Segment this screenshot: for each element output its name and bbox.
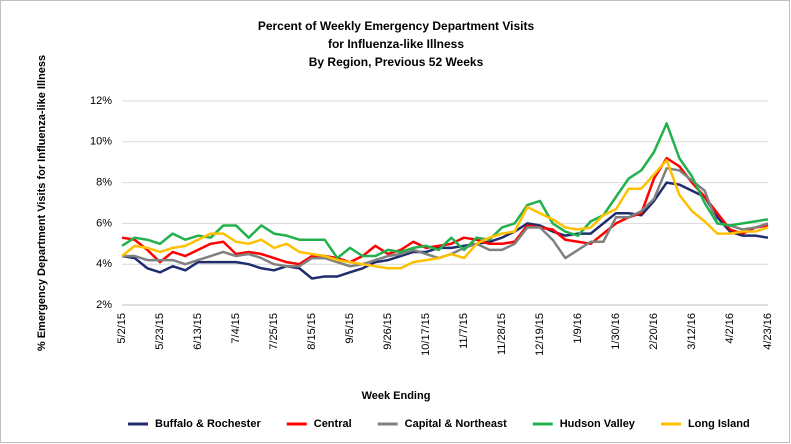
series-line [121, 181, 769, 280]
x-tick-label: 5/2/15 [116, 313, 128, 344]
chart-title: By Region, Previous 52 Weeks [309, 55, 484, 69]
legend-label: Central [314, 418, 352, 430]
series-line [121, 158, 769, 270]
x-tick-label: 7/4/15 [230, 313, 242, 344]
x-tick-label: 9/5/15 [344, 313, 356, 344]
x-tick-label: 7/25/15 [268, 313, 280, 350]
x-tick-label: 4/23/16 [762, 313, 774, 350]
x-tick-label: 4/2/16 [724, 313, 736, 344]
x-tick-label: 6/13/15 [192, 313, 204, 350]
x-tick-label: 11/28/15 [496, 313, 508, 355]
x-tick-label: 5/23/15 [154, 313, 166, 350]
x-tick-label: 1/30/16 [610, 313, 622, 350]
chart-title: Percent of Weekly Emergency Department V… [258, 19, 535, 33]
x-tick-label: 8/15/15 [306, 313, 318, 350]
y-tick-label: 4% [96, 258, 112, 270]
x-tick-label: 2/20/16 [648, 313, 660, 350]
x-tick-label: 11/7/15 [458, 313, 470, 349]
y-tick-label: 10% [90, 136, 112, 148]
x-axis-title: Week Ending [362, 390, 431, 402]
y-tick-label: 6% [96, 217, 112, 229]
x-tick-label: 3/12/16 [686, 313, 698, 350]
x-tick-label: 12/19/15 [534, 313, 546, 356]
y-tick-label: 2% [96, 299, 112, 311]
y-tick-label: 8% [96, 177, 112, 189]
series-line [121, 122, 769, 260]
legend-label: Capital & Northeast [405, 418, 507, 430]
legend-label: Buffalo & Rochester [155, 418, 261, 430]
legend-label: Long Island [688, 418, 750, 430]
x-tick-label: 9/26/15 [382, 313, 394, 350]
chart-title: for Influenza-like Illness [328, 37, 464, 51]
x-tick-label: 1/9/16 [572, 313, 584, 344]
y-axis-title: % Emergency Department Visits for Influe… [36, 55, 48, 351]
legend-label: Hudson Valley [560, 418, 636, 430]
x-tick-label: 10/17/15 [420, 313, 432, 356]
y-tick-label: 12% [90, 95, 112, 107]
